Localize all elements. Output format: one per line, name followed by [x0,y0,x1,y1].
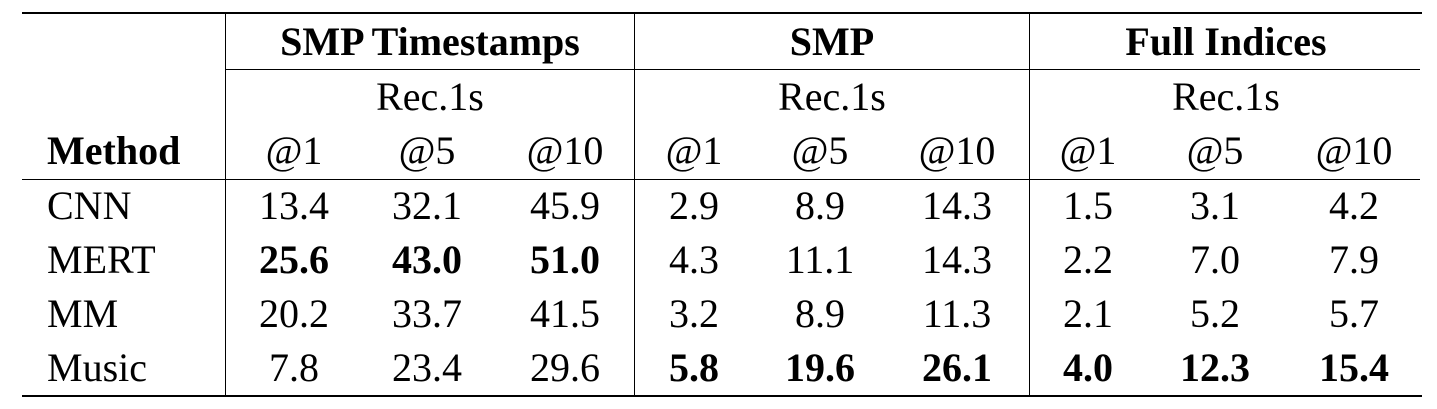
table-cell: 4.3 [669,237,719,282]
k-header: @10 [1315,128,1393,173]
table-cell: 5.8 [669,345,719,390]
group-header-smp: SMP [789,19,875,64]
table-cell: 23.4 [392,345,462,390]
results-table: SMP Timestamps SMP Full Indices Rec.1s R… [22,12,1422,397]
table-cell: 19.6 [785,345,855,390]
table-cell: 7.8 [269,345,319,390]
k-header: @5 [1186,128,1244,173]
table-cell: 8.9 [795,183,845,228]
metric-header-smp: Rec.1s [778,74,886,119]
table-cell: 15.4 [1319,345,1389,390]
k-header: @1 [665,128,723,173]
k-header: @5 [791,128,849,173]
group-header-smp-timestamps: SMP Timestamps [280,19,580,64]
k-header: @10 [526,128,604,173]
k-header: @10 [918,128,996,173]
table-cell: 12.3 [1180,345,1250,390]
table-cell: 33.7 [392,291,462,336]
method-column-header: Method [47,128,181,173]
header-body-rule [22,179,1420,180]
table-cell: 14.3 [922,237,992,282]
group-header-rule [225,69,1420,70]
table-cell: 29.6 [530,345,600,390]
table-cell: 4.0 [1063,345,1113,390]
table-cell: 14.3 [922,183,992,228]
table-cell: 7.0 [1190,237,1240,282]
table-cell: 7.9 [1329,237,1379,282]
table-cell: 41.5 [530,291,600,336]
table-cell: 13.4 [259,183,329,228]
table-cell: 2.1 [1063,291,1113,336]
table-cell: 2.9 [669,183,719,228]
k-header: @5 [398,128,456,173]
group-header-full-indices: Full Indices [1125,19,1327,64]
table-cell: 3.2 [669,291,719,336]
table-cell: 32.1 [392,183,462,228]
column-separator [225,14,226,395]
table-cell: 5.2 [1190,291,1240,336]
method-name: Music [47,345,147,390]
table-cell: 5.7 [1329,291,1379,336]
table-cell: 51.0 [530,237,600,282]
table-cell: 1.5 [1063,183,1113,228]
table-cell: 4.2 [1329,183,1379,228]
method-name: MERT [47,237,156,282]
metric-header-smp-timestamps: Rec.1s [376,74,484,119]
method-name: MM [47,291,119,336]
method-name: CNN [47,183,132,228]
table-cell: 8.9 [795,291,845,336]
table-cell: 45.9 [530,183,600,228]
table-cell: 2.2 [1063,237,1113,282]
table-cell: 20.2 [259,291,329,336]
table-cell: 26.1 [922,345,992,390]
k-header: @1 [265,128,323,173]
column-separator [1029,14,1030,395]
metric-header-full-indices: Rec.1s [1172,74,1280,119]
k-header: @1 [1059,128,1117,173]
table-cell: 43.0 [392,237,462,282]
table-cell: 11.3 [922,291,992,336]
table-cell: 25.6 [259,237,329,282]
table-cell: 11.1 [785,237,855,282]
table-cell: 3.1 [1190,183,1240,228]
column-separator [634,14,635,395]
